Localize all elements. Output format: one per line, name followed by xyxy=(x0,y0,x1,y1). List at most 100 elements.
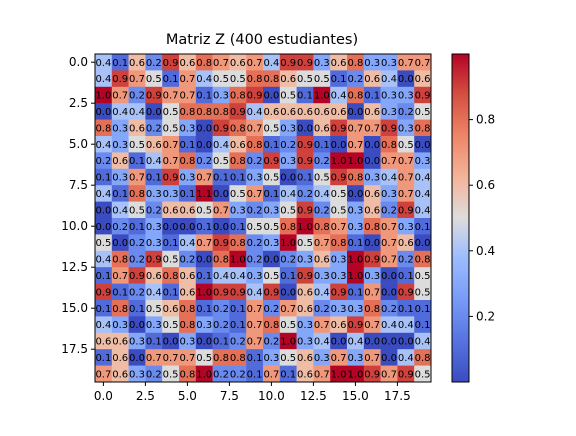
heatmap-cell xyxy=(162,136,180,153)
cell-value-label: 0.2 xyxy=(263,337,279,348)
cell-value-label: 0.7 xyxy=(196,173,212,184)
heatmap-cell xyxy=(128,201,146,219)
cell-value-label: 0.7 xyxy=(364,287,380,298)
cell-value-label: 0.9 xyxy=(415,91,431,102)
heatmap-cell xyxy=(179,152,197,170)
heatmap-cell xyxy=(145,201,163,219)
heatmap-cell xyxy=(128,300,146,317)
heatmap-cell xyxy=(347,103,365,120)
cell-value-label: 0.8 xyxy=(112,304,128,315)
heatmap-cell xyxy=(414,300,432,317)
cell-value-label: 0.5 xyxy=(331,205,347,216)
cell-value-label: 0.2 xyxy=(247,205,263,216)
cell-value-label: 0.4 xyxy=(196,74,212,85)
heatmap-cell xyxy=(95,267,113,284)
cell-value-label: 0.1 xyxy=(95,173,111,184)
heatmap-cell xyxy=(397,365,415,383)
heatmap-cell xyxy=(363,365,381,383)
cell-value-label: 0.3 xyxy=(381,107,397,118)
heatmap-cell xyxy=(380,185,398,202)
cell-value-label: 0.3 xyxy=(381,189,397,200)
cell-value-label: 0.7 xyxy=(314,238,330,249)
cell-value-label: 1.0 xyxy=(280,337,296,348)
heatmap-cell xyxy=(145,234,163,252)
heatmap-cell xyxy=(95,332,113,350)
cell-value-label: 0.7 xyxy=(129,173,145,184)
heatmap-cell xyxy=(397,185,415,202)
cell-value-label: 0.4 xyxy=(95,189,111,200)
colorbar-tick-label: 0.2 xyxy=(476,309,495,323)
heatmap-cell xyxy=(95,70,113,88)
cell-value-label: 0.1 xyxy=(364,91,380,102)
heatmap-cell xyxy=(111,332,129,350)
heatmap-cell xyxy=(195,185,213,202)
cell-value-label: 0.3 xyxy=(297,320,313,331)
heatmap-cell xyxy=(397,332,415,350)
cell-value-label: 0.8 xyxy=(213,255,229,266)
heatmap-cell xyxy=(397,267,415,284)
cell-value-label: 0.7 xyxy=(331,353,347,364)
heatmap-cell xyxy=(162,185,180,202)
cell-value-label: 0.1 xyxy=(297,91,313,102)
heatmap-cell xyxy=(246,54,264,71)
heatmap-cell xyxy=(330,201,348,219)
cell-value-label: 0.1 xyxy=(196,91,212,102)
heatmap-cell xyxy=(330,300,348,317)
cell-value-label: 0.7 xyxy=(381,369,397,380)
heatmap-cell xyxy=(397,218,415,235)
cell-value-label: 0.8 xyxy=(230,156,246,167)
cell-value-label: 0.5 xyxy=(213,74,229,85)
heatmap-cell xyxy=(212,250,230,268)
cell-value-label: 0.7 xyxy=(112,271,128,282)
heatmap-cell xyxy=(212,136,230,153)
heatmap-cell xyxy=(111,119,129,137)
cell-value-label: 0.0 xyxy=(112,238,128,249)
heatmap-cell xyxy=(246,103,264,120)
cell-value-label: 0.6 xyxy=(129,58,145,69)
heatmap-cell xyxy=(229,300,247,317)
heatmap-cell xyxy=(195,86,213,104)
heatmap-cell xyxy=(128,70,146,88)
cell-value-label: 0.7 xyxy=(163,91,179,102)
cell-value-label: 0.6 xyxy=(398,238,414,249)
heatmap-cell xyxy=(279,86,297,104)
heatmap-cell xyxy=(212,300,230,317)
heatmap-cell xyxy=(145,283,163,301)
heatmap-cell xyxy=(313,316,331,334)
cell-value-label: 0.8 xyxy=(364,222,380,233)
heatmap-cell xyxy=(296,201,314,219)
heatmap-cell xyxy=(111,152,129,170)
heatmap-cell xyxy=(145,349,163,366)
heatmap-cell xyxy=(111,300,129,317)
cell-value-label: 0.2 xyxy=(297,189,313,200)
heatmap-cell xyxy=(313,201,331,219)
cell-value-label: 0.0 xyxy=(263,91,279,102)
heatmap-cell xyxy=(162,332,180,350)
heatmap-cell xyxy=(397,250,415,268)
cell-value-label: 0.3 xyxy=(314,58,330,69)
cell-value-label: 0.6 xyxy=(314,123,330,134)
heatmap-cell xyxy=(263,185,281,202)
heatmap-cell xyxy=(229,152,247,170)
heatmap-cell xyxy=(330,365,348,383)
heatmap-cell xyxy=(263,201,281,219)
heatmap-cell xyxy=(212,218,230,235)
cell-value-label: 0.8 xyxy=(347,91,363,102)
heatmap-cell xyxy=(380,365,398,383)
heatmap-cell xyxy=(246,283,264,301)
cell-value-label: 0.0 xyxy=(163,337,179,348)
heatmap-cell xyxy=(330,86,348,104)
cell-value-label: 0.1 xyxy=(196,304,212,315)
heatmap-cell xyxy=(111,349,129,366)
heatmap-cell xyxy=(111,250,129,268)
heatmap-cell xyxy=(363,234,381,252)
cell-value-label: 0.7 xyxy=(381,222,397,233)
heatmap-cell xyxy=(145,316,163,334)
cell-value-label: 0.3 xyxy=(398,91,414,102)
heatmap-cell xyxy=(111,267,129,284)
x-tick-label: 7.5 xyxy=(220,389,239,403)
heatmap-cell xyxy=(397,168,415,186)
cell-value-label: 0.5 xyxy=(263,173,279,184)
cell-value-label: 0.0 xyxy=(196,140,212,151)
cell-value-label: 0.3 xyxy=(247,271,263,282)
